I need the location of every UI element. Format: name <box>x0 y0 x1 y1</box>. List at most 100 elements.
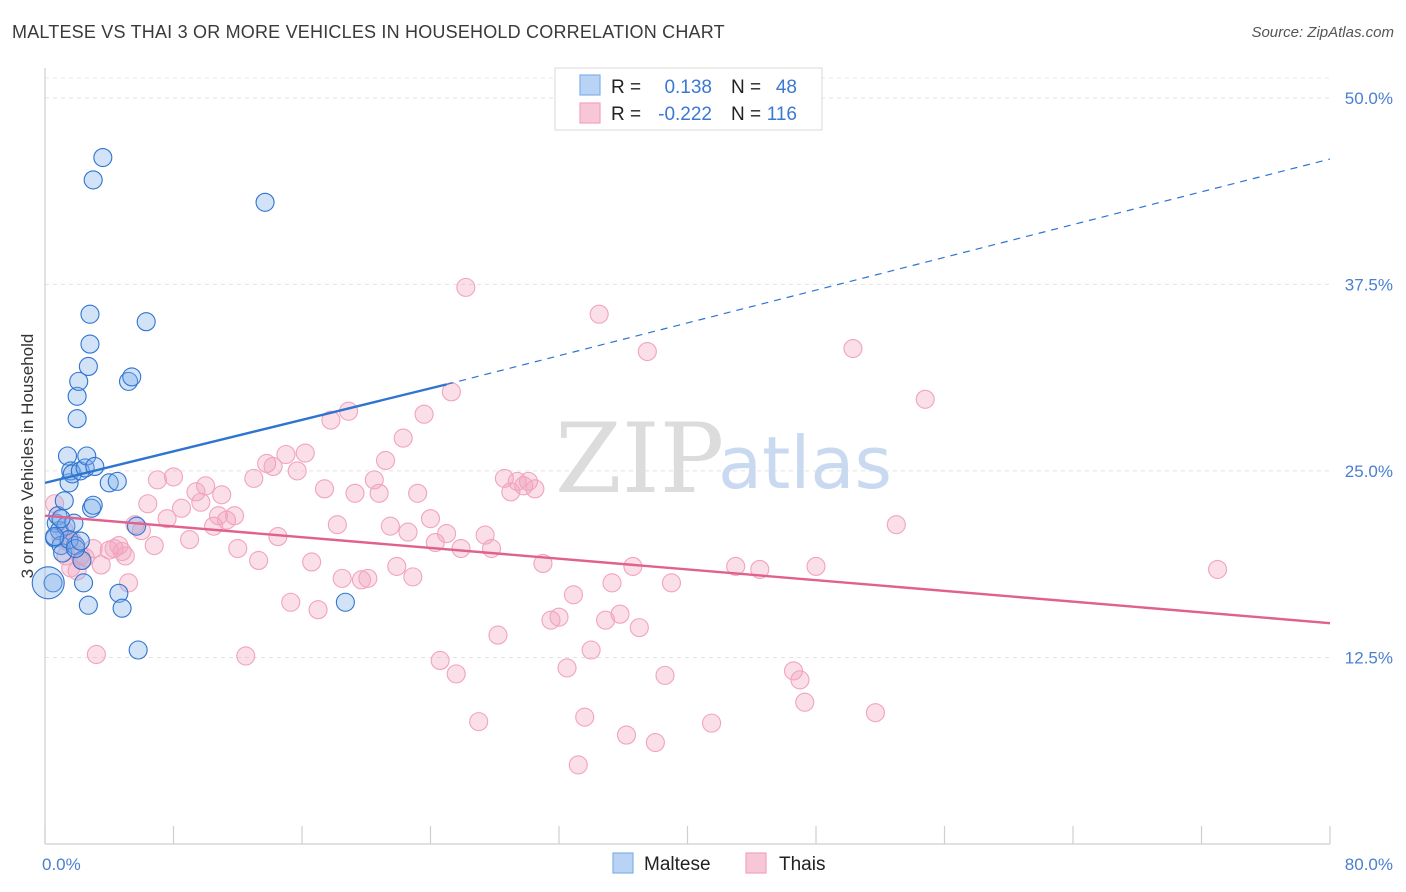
maltese-point-33 <box>107 471 127 491</box>
thai-point-95 <box>596 610 616 630</box>
thai-point-61 <box>380 516 400 536</box>
x-tick-label-0: 0.0% <box>42 855 81 874</box>
maltese-point-47 <box>45 527 65 547</box>
maltese-point-7 <box>54 491 74 511</box>
bottom-legend-swatch-maltese <box>612 852 634 874</box>
thai-point-47 <box>295 443 315 463</box>
legend-swatch-thai <box>579 102 601 124</box>
thai-point-51 <box>321 410 341 430</box>
source-credit: Source: ZipAtlas.com <box>1251 24 1394 41</box>
thai-point-59 <box>369 483 389 503</box>
legend: R = 0.138 N = 48 R = -0.222 N = 116 <box>554 67 823 131</box>
thai-point-25 <box>157 509 177 529</box>
thai-point-71 <box>437 524 457 544</box>
thai-point-54 <box>339 401 359 421</box>
thai-points <box>45 277 1228 775</box>
thai-point-39 <box>244 468 264 488</box>
maltese-point-0 <box>43 573 63 593</box>
thai-point-30 <box>191 492 211 512</box>
thai-point-68 <box>420 509 441 529</box>
legend-r-value-thai: -0.222 <box>658 104 712 125</box>
thai-point-106 <box>726 556 746 576</box>
maltese-trend-extension <box>446 158 1331 385</box>
maltese-point-23 <box>78 356 98 377</box>
thai-point-88 <box>549 607 569 627</box>
maltese-point-16 <box>67 409 87 429</box>
thai-point-112 <box>843 339 863 359</box>
maltese-point-26 <box>80 304 100 324</box>
thai-point-74 <box>451 538 471 559</box>
maltese-point-45 <box>335 592 355 612</box>
y-tick-labels: 12.5% 25.0% 37.5% 50.0% <box>1345 89 1393 668</box>
thai-point-63 <box>393 428 413 448</box>
thai-point-67 <box>414 404 434 424</box>
thai-point-19 <box>118 573 139 593</box>
x-tick-label-1: 80.0% <box>1345 855 1393 874</box>
maltese-point-31 <box>93 147 113 168</box>
thai-point-116 <box>1208 559 1228 579</box>
legend-swatch-maltese <box>579 74 601 96</box>
thai-point-66 <box>408 483 428 503</box>
trend-lines <box>44 158 1331 625</box>
legend-r-label-thai: R = <box>611 104 641 125</box>
thai-point-101 <box>637 341 657 362</box>
chart-title: MALTESE VS THAI 3 OR MORE VEHICLES IN HO… <box>12 22 725 42</box>
thai-point-48 <box>302 552 322 572</box>
thai-point-28 <box>180 530 200 550</box>
maltese-point-32 <box>99 473 119 493</box>
thai-trend-line <box>44 514 1331 625</box>
thai-point-36 <box>224 506 245 526</box>
thai-point-22 <box>138 494 158 514</box>
thai-point-96 <box>602 573 622 593</box>
thai-point-40 <box>249 550 269 571</box>
thai-point-26 <box>163 467 184 487</box>
axes <box>44 68 1331 845</box>
thai-point-104 <box>661 573 681 593</box>
legend-r-value-maltese: 0.138 <box>664 77 712 98</box>
thai-point-57 <box>358 568 378 588</box>
thai-point-89 <box>557 658 577 678</box>
thai-point-76 <box>469 712 489 732</box>
thai-point-31 <box>196 476 216 496</box>
thai-point-93 <box>581 640 601 660</box>
maltese-point-20 <box>74 573 94 593</box>
maltese-point-27 <box>82 498 102 518</box>
thai-point-100 <box>629 618 649 638</box>
maltese-point-9 <box>57 446 78 466</box>
maltese-point-19 <box>72 550 92 571</box>
y-tick-label-1: 25.0% <box>1345 462 1393 481</box>
y-tick-label-3: 50.0% <box>1345 89 1393 108</box>
thai-point-29 <box>186 482 206 502</box>
thai-point-75 <box>456 277 476 297</box>
thai-point-27 <box>171 498 192 518</box>
legend-n-value-thai: 116 <box>767 104 797 125</box>
thai-point-91 <box>568 755 588 775</box>
thai-point-105 <box>702 713 722 733</box>
maltese-point-22 <box>77 446 97 466</box>
maltese-point-17 <box>69 371 89 391</box>
thai-point-23 <box>144 535 164 556</box>
maltese-point-24 <box>78 595 98 615</box>
maltese-points <box>31 147 355 660</box>
thai-point-110 <box>795 692 815 712</box>
maltese-point-38 <box>127 516 147 536</box>
legend-n-label-thai: N = <box>731 104 761 125</box>
thai-point-18 <box>115 546 135 566</box>
y-tick-label-0: 12.5% <box>1345 648 1393 667</box>
thai-point-111 <box>806 556 826 576</box>
thai-point-49 <box>308 600 328 620</box>
thai-point-85 <box>525 479 545 499</box>
thai-point-92 <box>575 707 595 727</box>
thai-point-103 <box>655 665 675 685</box>
maltese-point-15 <box>67 386 87 406</box>
thai-point-38 <box>236 646 256 666</box>
thai-point-37 <box>228 538 248 559</box>
thai-point-13 <box>91 555 111 575</box>
watermark-zip: ZIP <box>555 403 724 515</box>
thai-point-109 <box>790 670 810 690</box>
maltese-trend-line <box>44 383 447 485</box>
y-axis-label: 3 or more Vehicles in Household <box>18 334 37 579</box>
thai-point-42 <box>263 456 283 476</box>
x-tick-labels: 0.0% 80.0% <box>42 855 1393 874</box>
maltese-point-28 <box>83 495 103 515</box>
